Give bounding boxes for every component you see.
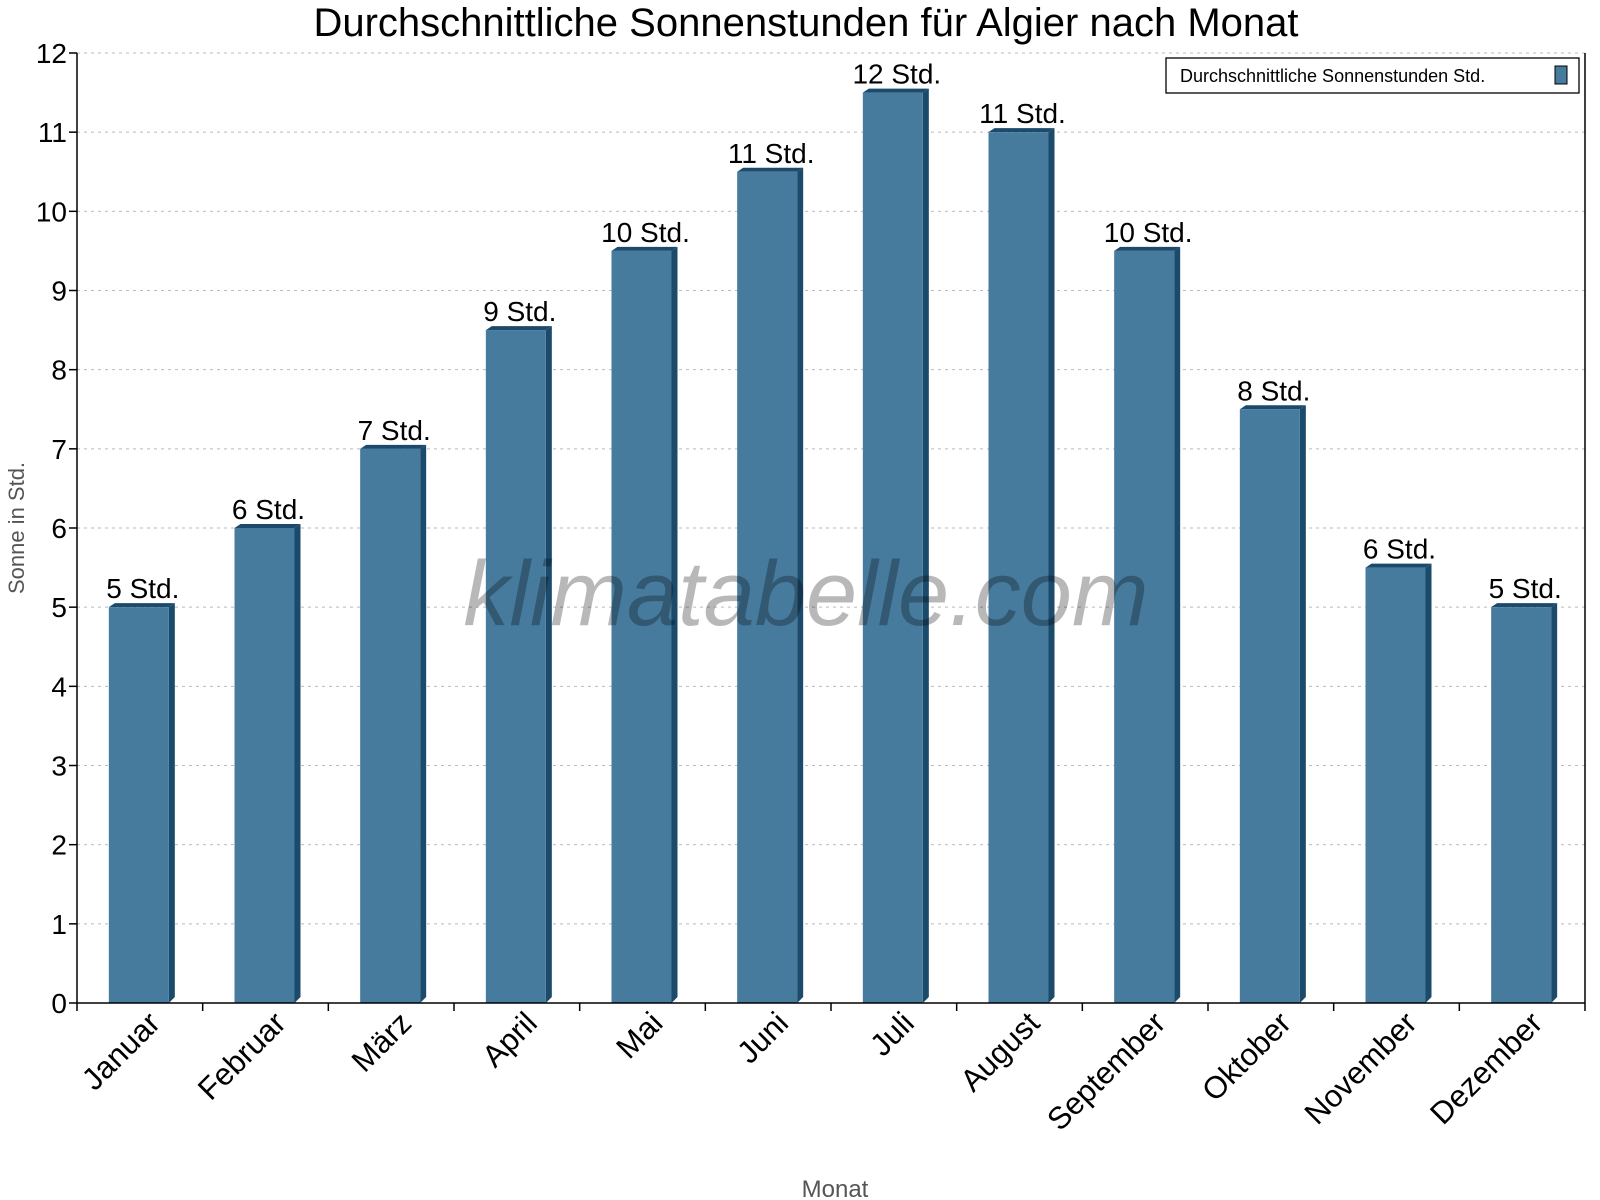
bar-side	[797, 167, 804, 1003]
y-tick-label: 12	[36, 38, 67, 69]
data-label: 5 Std.	[1489, 573, 1562, 604]
y-tick-label: 6	[51, 513, 67, 544]
y-tick-label: 1	[51, 909, 67, 940]
y-tick-label: 5	[51, 592, 67, 623]
data-label: 11 Std.	[728, 138, 815, 169]
bar	[1491, 607, 1552, 1003]
bar	[485, 330, 546, 1003]
bar-side	[922, 88, 929, 1004]
bar-top	[862, 88, 929, 93]
bar-top	[611, 246, 678, 251]
bar-top	[1114, 246, 1181, 251]
bar-side	[671, 246, 678, 1003]
data-label: 6 Std.	[232, 494, 305, 525]
watermark: klimatabelle.com	[463, 543, 1148, 645]
bar-side	[545, 326, 552, 1003]
data-label: 10 Std.	[601, 217, 690, 248]
bar-top	[1239, 405, 1306, 410]
x-tick-label: Januar	[75, 1005, 167, 1097]
x-tick-label: Oktober	[1195, 1005, 1298, 1108]
bar	[360, 448, 421, 1003]
bar-top	[737, 167, 804, 172]
x-tick-label: September	[1040, 1005, 1172, 1137]
bar-top	[1365, 563, 1432, 568]
bar-side	[1551, 603, 1558, 1003]
bar-top	[234, 524, 301, 528]
bar	[611, 250, 672, 1003]
data-label: 6 Std.	[1363, 534, 1436, 565]
data-label: 11 Std.	[979, 98, 1066, 129]
bar-top	[485, 326, 552, 331]
x-tick-label: August	[953, 1005, 1046, 1098]
x-tick-label: Juli	[863, 1005, 921, 1063]
chart-title: Durchschnittliche Sonnenstunden für Algi…	[313, 1, 1298, 45]
bar	[1239, 409, 1300, 1003]
bar	[988, 132, 1049, 1003]
x-tick-label: Dezember	[1423, 1005, 1549, 1131]
bar	[108, 607, 169, 1003]
bar-side	[1299, 405, 1306, 1003]
x-axis-label: Monat	[802, 1176, 869, 1200]
bar	[862, 92, 923, 1004]
legend-swatch	[1554, 65, 1568, 85]
x-tick-label: November	[1298, 1005, 1424, 1131]
y-tick-label: 11	[38, 117, 67, 148]
y-tick-label: 0	[51, 988, 67, 1019]
bar-top	[360, 444, 427, 449]
y-tick-label: 4	[51, 671, 67, 702]
data-label: 9 Std.	[483, 296, 556, 327]
data-label: 12 Std.	[852, 59, 941, 90]
bar-top	[108, 603, 175, 608]
bar	[234, 528, 295, 1003]
y-axis-label: Sonne in Std.	[4, 462, 29, 594]
bar	[1365, 567, 1426, 1003]
data-label: 7 Std.	[358, 415, 431, 446]
x-tick-label: Mai	[609, 1005, 669, 1065]
data-label: 5 Std.	[106, 573, 179, 604]
y-tick-label: 10	[36, 196, 67, 227]
x-tick-label: Juni	[730, 1005, 795, 1070]
legend-label: Durchschnittliche Sonnenstunden Std.	[1180, 66, 1485, 86]
data-label: 8 Std.	[1237, 375, 1310, 406]
bar-top	[988, 128, 1055, 133]
x-tick-label: April	[475, 1005, 544, 1074]
y-tick-label: 8	[51, 355, 67, 386]
bar-side	[420, 444, 427, 1003]
y-tick-label: 7	[51, 434, 67, 465]
legend: Durchschnittliche Sonnenstunden Std.	[1165, 57, 1580, 94]
bar-side	[294, 524, 301, 1003]
bar-side	[168, 603, 175, 1003]
data-label: 10 Std.	[1104, 217, 1193, 248]
x-tick-label: März	[345, 1005, 418, 1078]
bar-top	[1491, 603, 1558, 608]
bar-side	[1174, 246, 1181, 1003]
bar	[737, 171, 798, 1003]
x-tick-label: Februar	[191, 1005, 293, 1107]
y-tick-label: 9	[51, 276, 67, 307]
bar-side	[1048, 128, 1055, 1003]
bar	[1114, 250, 1175, 1003]
bar-side	[1425, 563, 1432, 1003]
legend-box	[1165, 57, 1580, 94]
y-tick-label: 3	[51, 751, 67, 782]
y-tick-label: 2	[51, 830, 67, 861]
